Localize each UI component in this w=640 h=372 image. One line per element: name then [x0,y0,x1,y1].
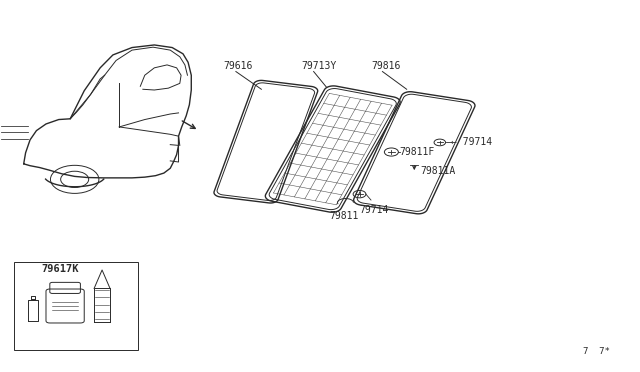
Text: 79816: 79816 [371,61,401,71]
Text: 79811: 79811 [330,211,359,221]
Text: 79617K: 79617K [41,264,78,274]
Text: ← 79714: ← 79714 [451,137,492,147]
Text: 79714: 79714 [360,205,389,215]
Text: 79811F: 79811F [399,147,435,157]
Text: 7  7*: 7 7* [583,347,610,356]
Text: 79713Y: 79713Y [301,61,336,71]
Text: 79811A: 79811A [420,166,456,176]
Bar [14,262,138,350]
Text: 79616: 79616 [223,61,253,71]
